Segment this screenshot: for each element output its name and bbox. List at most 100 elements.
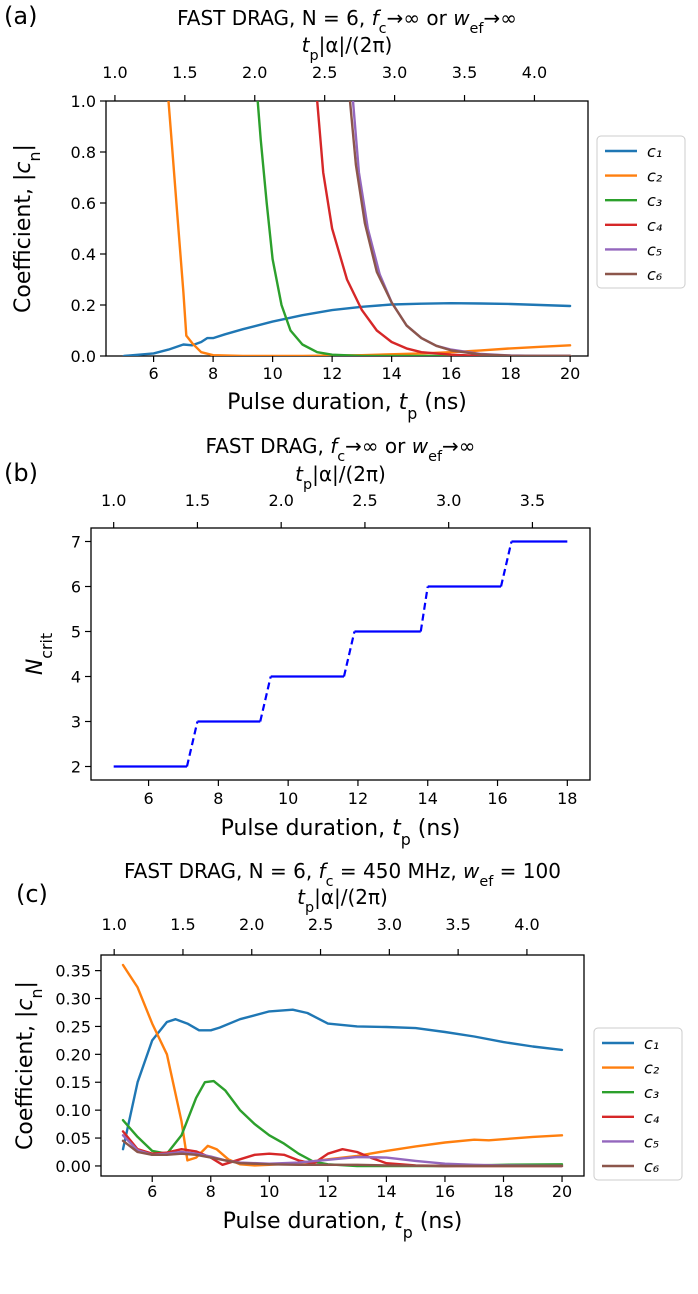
- x-tick-label: 10: [262, 364, 282, 383]
- x-tick-label: 6: [149, 364, 159, 383]
- x-tick-label: 20: [560, 364, 580, 383]
- series-line-c6: [121, 1139, 564, 1168]
- top-axis-label: tp|α|/(2π): [297, 885, 388, 916]
- panel-label-c: (c): [16, 880, 48, 908]
- top-x-tick-label: 3.5: [452, 63, 477, 82]
- y-tick-label: 0.2: [71, 296, 96, 315]
- x-tick-label: 20: [552, 1182, 572, 1201]
- series-line-c3: [256, 101, 572, 356]
- series-line-c2: [121, 963, 564, 1167]
- x-tick-label: 16: [441, 364, 461, 383]
- x-tick-label: 8: [206, 1182, 216, 1201]
- x-tick-label: 10: [278, 789, 298, 808]
- series-line-c1: [122, 302, 572, 356]
- top-x-tick-label: 4.0: [522, 63, 547, 82]
- top-x-tick-label: 2.5: [312, 63, 337, 82]
- panel-label-b: (b): [4, 459, 38, 487]
- chart-title: FAST DRAG, fc→∞ or wef→∞: [206, 434, 476, 465]
- top-axis-label: tp|α|/(2π): [295, 462, 386, 493]
- x-axis-label: Pulse duration, tp (ns): [223, 1209, 463, 1242]
- x-axis-label: Pulse duration, tp (ns): [227, 390, 467, 423]
- series-line-c4: [121, 1130, 564, 1168]
- y-tick-label: 4: [71, 668, 81, 687]
- legend-entry: c₆: [644, 1157, 660, 1176]
- x-tick-label: 18: [557, 789, 577, 808]
- series-group: [122, 101, 572, 356]
- top-x-tick-label: 4.0: [514, 915, 539, 934]
- legend-entry: c₄: [644, 1108, 660, 1127]
- x-tick-label: 6: [143, 789, 153, 808]
- y-tick-label: 0.10: [55, 1101, 91, 1120]
- top-x-tick-label: 1.0: [101, 915, 126, 934]
- legend: c₁ c₂ c₃ c₄ c₅ c₆: [596, 135, 686, 289]
- y-tick-label: 0.05: [55, 1129, 91, 1148]
- top-x-tick-label: 3.5: [520, 491, 545, 510]
- legend-entry: c₃: [647, 191, 662, 210]
- y-tick-label: 7: [71, 533, 81, 552]
- legend-box: [596, 135, 686, 289]
- chart-panel-a: FAST DRAG, N = 6, fc→∞ or wef→∞tp|α|/(2π…: [11, 6, 686, 423]
- legend-entry: c₁: [644, 1034, 659, 1053]
- top-x-tick-label: 2.5: [352, 491, 377, 510]
- top-x-tick-label: 2.0: [239, 915, 264, 934]
- step-transition: [185, 721, 199, 767]
- legend-entry: c₁: [647, 142, 662, 161]
- top-x-tick-label: 1.5: [170, 915, 195, 934]
- x-tick-label: 16: [435, 1182, 455, 1201]
- x-tick-label: 8: [213, 789, 223, 808]
- legend-entry: c₂: [647, 167, 663, 186]
- y-tick-label: 0.6: [71, 194, 96, 213]
- chart-title: FAST DRAG, N = 6, fc = 450 MHz, wef = 10…: [124, 859, 561, 890]
- top-x-tick-label: 1.5: [185, 491, 210, 510]
- top-x-tick-label: 2.0: [268, 491, 293, 510]
- series-line-c5: [351, 101, 572, 356]
- step-transition: [499, 541, 513, 587]
- legend-box: [593, 1027, 683, 1181]
- series-line-c2: [167, 101, 572, 356]
- top-x-tick-label: 3.0: [377, 915, 402, 934]
- top-x-tick-label: 3.5: [445, 915, 470, 934]
- x-tick-label: 18: [493, 1182, 513, 1201]
- x-tick-label: 8: [208, 364, 218, 383]
- y-axis-label: Coefficient, |cn|: [13, 981, 46, 1150]
- x-tick-label: 6: [147, 1182, 157, 1201]
- legend: c₁ c₂ c₃ c₄ c₅ c₆: [593, 1027, 683, 1181]
- chart-panel-b: FAST DRAG, fc→∞ or wef→∞tp|α|/(2π) 6 8 10 12…: [23, 434, 591, 849]
- y-tick-label: 5: [71, 623, 81, 642]
- step-transition: [419, 586, 429, 632]
- x-tick-label: 14: [418, 789, 438, 808]
- top-x-tick-label: 1.0: [102, 63, 127, 82]
- x-axis-label: Pulse duration, tp (ns): [221, 816, 461, 849]
- series-line-c1: [121, 1008, 564, 1151]
- y-tick-label: 0.25: [55, 1017, 91, 1036]
- step-transition: [342, 631, 356, 677]
- y-tick-label: 0.20: [55, 1045, 91, 1064]
- panel-label-a: (a): [4, 2, 37, 30]
- top-x-tick-label: 1.0: [101, 491, 126, 510]
- x-tick-label: 16: [487, 789, 507, 808]
- plot-frame: [90, 527, 591, 781]
- legend-entry: c₄: [647, 216, 663, 235]
- top-x-tick-label: 1.5: [172, 63, 197, 82]
- y-tick-label: 0.35: [55, 962, 91, 981]
- y-tick-label: 0.15: [55, 1073, 91, 1092]
- x-tick-label: 12: [318, 1182, 338, 1201]
- x-tick-label: 12: [348, 789, 368, 808]
- x-tick-label: 10: [259, 1182, 279, 1201]
- chart-panel-c: FAST DRAG, N = 6, fc = 450 MHz, wef = 10…: [13, 859, 683, 1242]
- y-axis-label: Coefficient, |cn|: [11, 144, 44, 313]
- y-tick-label: 2: [71, 758, 81, 777]
- top-axis-label: tp|α|/(2π): [302, 33, 393, 64]
- series-group: [113, 540, 568, 768]
- legend-entry: c₅: [644, 1132, 659, 1151]
- series-line-c4: [316, 101, 572, 356]
- series-line-c6: [348, 101, 572, 356]
- series-group: [121, 963, 564, 1168]
- legend-entry: c₃: [644, 1083, 659, 1102]
- y-axis-label: Ncrit: [23, 633, 56, 675]
- y-tick-label: 0.00: [55, 1157, 91, 1176]
- top-x-tick-label: 3.0: [382, 63, 407, 82]
- x-tick-label: 12: [322, 364, 342, 383]
- chart-title: FAST DRAG, N = 6, fc→∞ or wef→∞: [177, 6, 517, 37]
- legend-entry: c₂: [644, 1059, 660, 1078]
